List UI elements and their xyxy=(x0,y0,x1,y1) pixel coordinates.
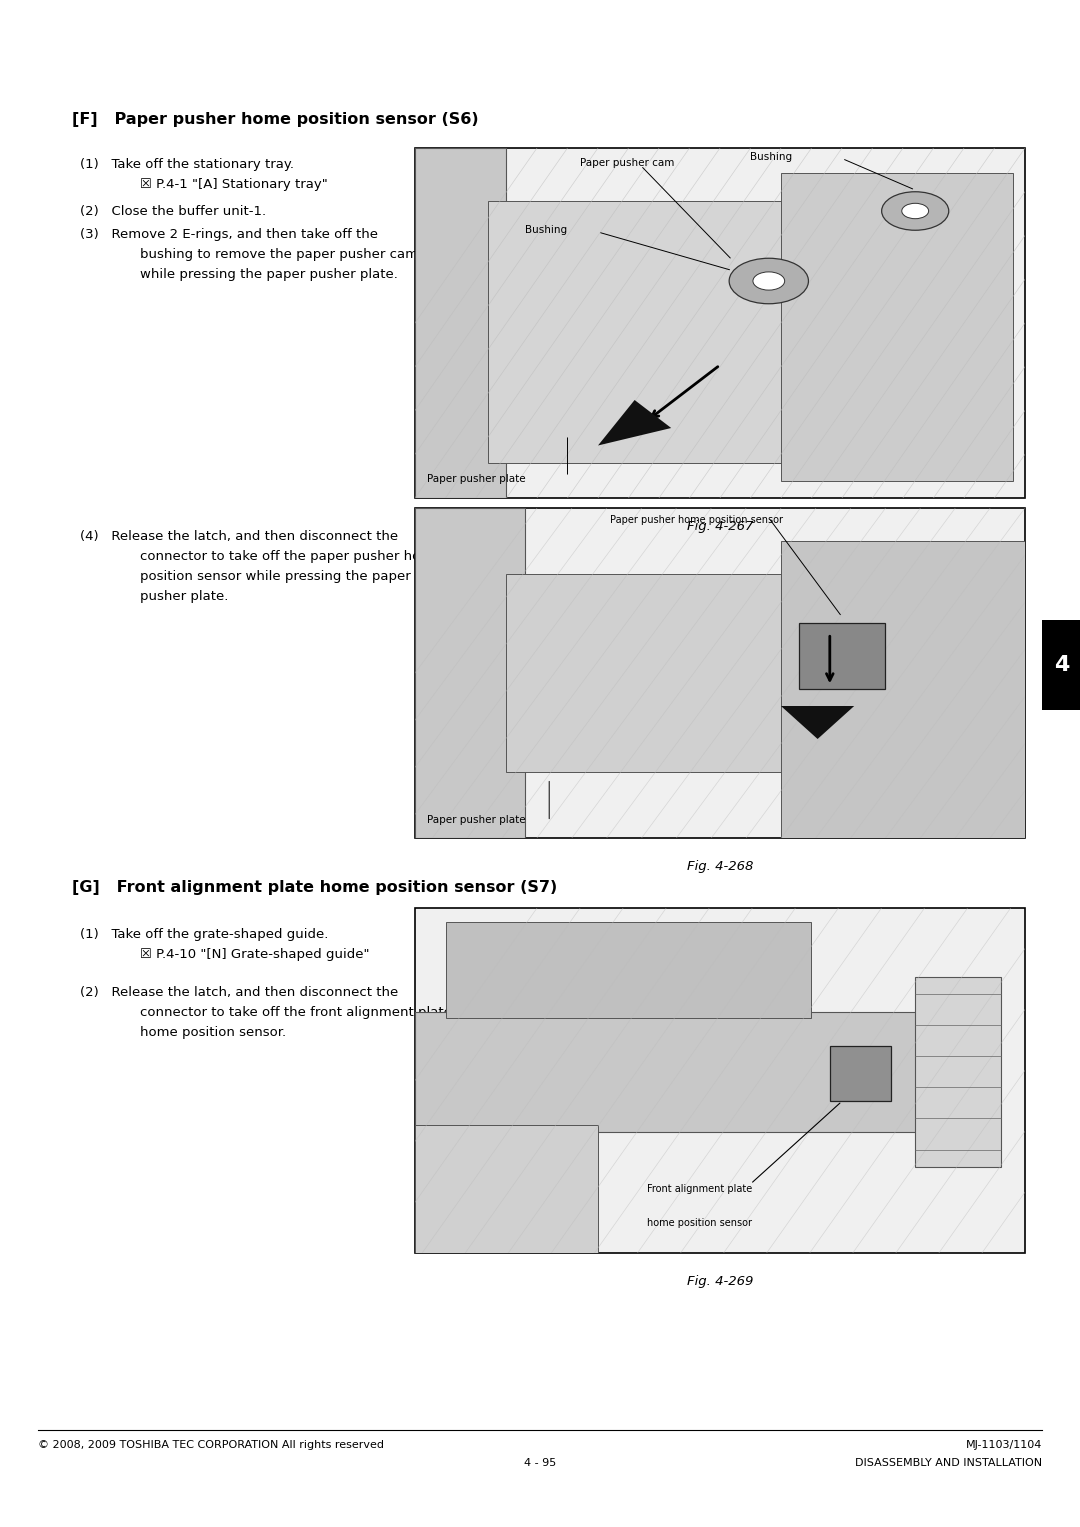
Text: DISASSEMBLY AND INSTALLATION: DISASSEMBLY AND INSTALLATION xyxy=(855,1458,1042,1467)
Bar xyxy=(446,922,811,1019)
Bar xyxy=(781,541,1025,838)
Text: (4)   Release the latch, and then disconnect the: (4) Release the latch, and then disconne… xyxy=(80,530,399,544)
Text: Paper pusher plate: Paper pusher plate xyxy=(428,473,526,484)
Bar xyxy=(415,1125,598,1254)
Text: connector to take off the front alignment plate: connector to take off the front alignmen… xyxy=(140,1006,451,1019)
Text: position sensor while pressing the paper: position sensor while pressing the paper xyxy=(140,570,410,583)
Bar xyxy=(915,977,1000,1167)
Bar xyxy=(799,623,885,690)
Text: connector to take off the paper pusher home: connector to take off the paper pusher h… xyxy=(140,550,442,563)
Bar xyxy=(781,173,1013,481)
Text: (2)   Close the buffer unit-1.: (2) Close the buffer unit-1. xyxy=(80,205,266,218)
Text: MJ-1103/1104: MJ-1103/1104 xyxy=(966,1440,1042,1451)
Bar xyxy=(415,508,525,838)
Text: (1)   Take off the stationary tray.: (1) Take off the stationary tray. xyxy=(80,157,294,171)
Text: Paper pusher cam: Paper pusher cam xyxy=(580,159,674,168)
Text: pusher plate.: pusher plate. xyxy=(140,589,228,603)
Text: Bushing: Bushing xyxy=(525,224,567,235)
Polygon shape xyxy=(598,400,671,446)
Polygon shape xyxy=(781,705,854,739)
Text: © 2008, 2009 TOSHIBA TEC CORPORATION All rights reserved: © 2008, 2009 TOSHIBA TEC CORPORATION All… xyxy=(38,1440,384,1451)
Circle shape xyxy=(753,272,785,290)
Circle shape xyxy=(902,203,929,218)
Text: Fig. 4-268: Fig. 4-268 xyxy=(687,860,753,873)
Text: Front alignment plate: Front alignment plate xyxy=(647,1183,752,1194)
Text: while pressing the paper pusher plate.: while pressing the paper pusher plate. xyxy=(140,269,397,281)
Text: Bushing: Bushing xyxy=(751,151,793,162)
Text: bushing to remove the paper pusher cam: bushing to remove the paper pusher cam xyxy=(140,247,418,261)
Bar xyxy=(415,508,1025,838)
Text: Paper pusher home position sensor: Paper pusher home position sensor xyxy=(610,515,783,525)
Text: home position sensor.: home position sensor. xyxy=(140,1026,286,1038)
Bar xyxy=(829,1046,891,1101)
Text: Fig. 4-269: Fig. 4-269 xyxy=(687,1275,753,1287)
Circle shape xyxy=(881,192,948,231)
Text: Fig. 4-267: Fig. 4-267 xyxy=(687,521,753,533)
Bar xyxy=(415,909,1025,1254)
Text: Paper pusher plate: Paper pusher plate xyxy=(428,815,526,825)
Text: [G]   Front alignment plate home position sensor (S7): [G] Front alignment plate home position … xyxy=(72,880,557,895)
Text: home position sensor: home position sensor xyxy=(647,1219,752,1229)
Text: ☒ P.4-1 "[A] Stationary tray": ☒ P.4-1 "[A] Stationary tray" xyxy=(140,179,327,191)
Bar xyxy=(488,200,824,463)
Bar xyxy=(415,1011,933,1132)
Text: 4: 4 xyxy=(1054,655,1069,675)
Bar xyxy=(415,148,507,498)
Circle shape xyxy=(729,258,809,304)
Bar xyxy=(507,574,842,773)
Text: (3)   Remove 2 E-rings, and then take off the: (3) Remove 2 E-rings, and then take off … xyxy=(80,228,378,241)
Text: 4 - 95: 4 - 95 xyxy=(524,1458,556,1467)
Text: [F]   Paper pusher home position sensor (S6): [F] Paper pusher home position sensor (S… xyxy=(72,111,478,127)
Text: ☒ P.4-10 "[N] Grate-shaped guide": ☒ P.4-10 "[N] Grate-shaped guide" xyxy=(140,948,369,960)
Text: (1)   Take off the grate-shaped guide.: (1) Take off the grate-shaped guide. xyxy=(80,928,328,941)
Bar xyxy=(1042,620,1080,710)
Text: (2)   Release the latch, and then disconnect the: (2) Release the latch, and then disconne… xyxy=(80,986,399,999)
Bar xyxy=(415,148,1025,498)
